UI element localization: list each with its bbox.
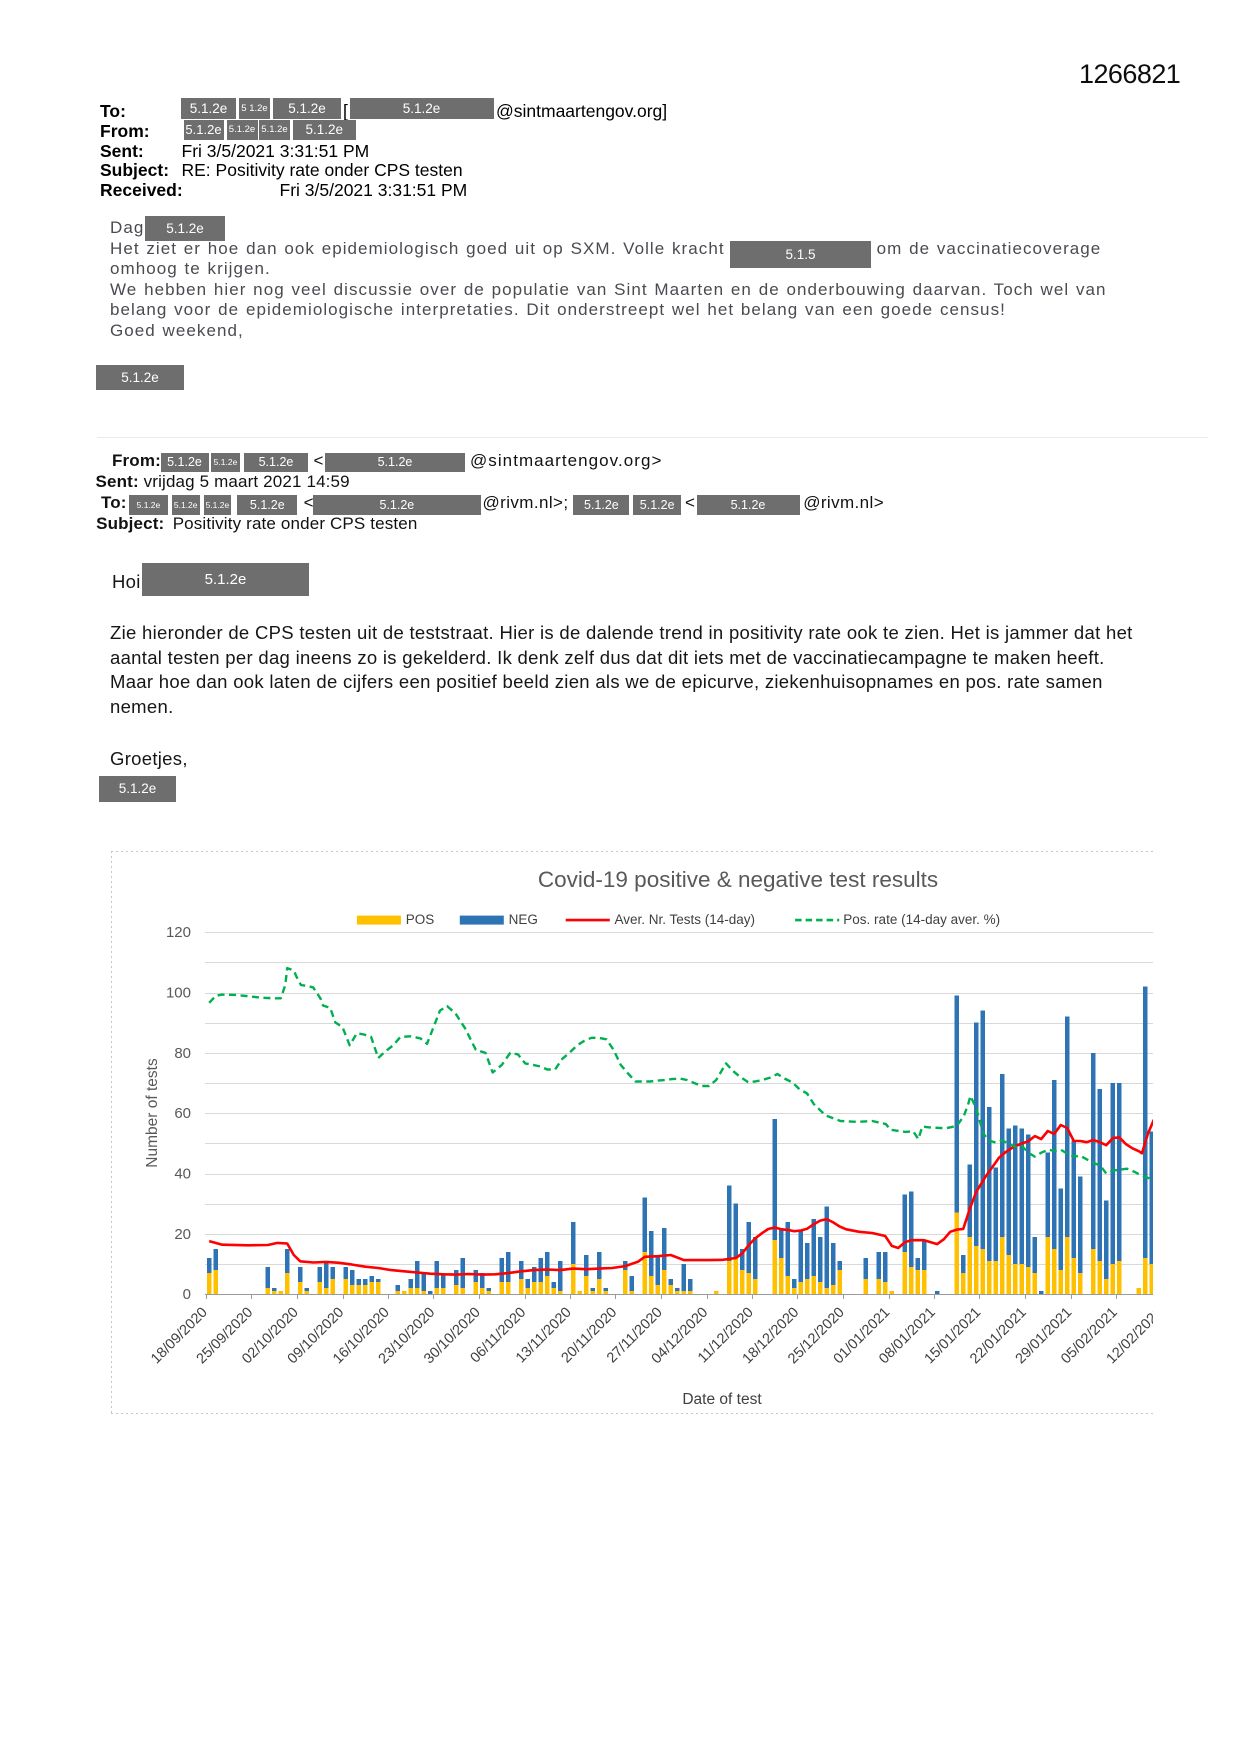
svg-text:80: 80 xyxy=(174,1044,191,1061)
svg-text:Covid-19 positive & negative t: Covid-19 positive & negative test result… xyxy=(537,867,937,892)
svg-text:Date of test: Date of test xyxy=(682,1391,762,1408)
svg-text:NEG: NEG xyxy=(508,911,537,926)
svg-text:POS: POS xyxy=(405,911,434,926)
svg-text:120: 120 xyxy=(166,924,191,941)
svg-text:40: 40 xyxy=(174,1165,191,1182)
svg-text:60: 60 xyxy=(174,1105,191,1122)
svg-text:Aver. Nr. Tests (14-day): Aver. Nr. Tests (14-day) xyxy=(614,911,755,926)
svg-text:0: 0 xyxy=(182,1286,190,1303)
svg-text:Number of tests: Number of tests xyxy=(144,1058,161,1168)
svg-text:100: 100 xyxy=(166,984,191,1001)
svg-text:20: 20 xyxy=(174,1225,191,1242)
svg-text:Pos. rate (14-day aver. %): Pos. rate (14-day aver. %) xyxy=(843,911,1000,926)
